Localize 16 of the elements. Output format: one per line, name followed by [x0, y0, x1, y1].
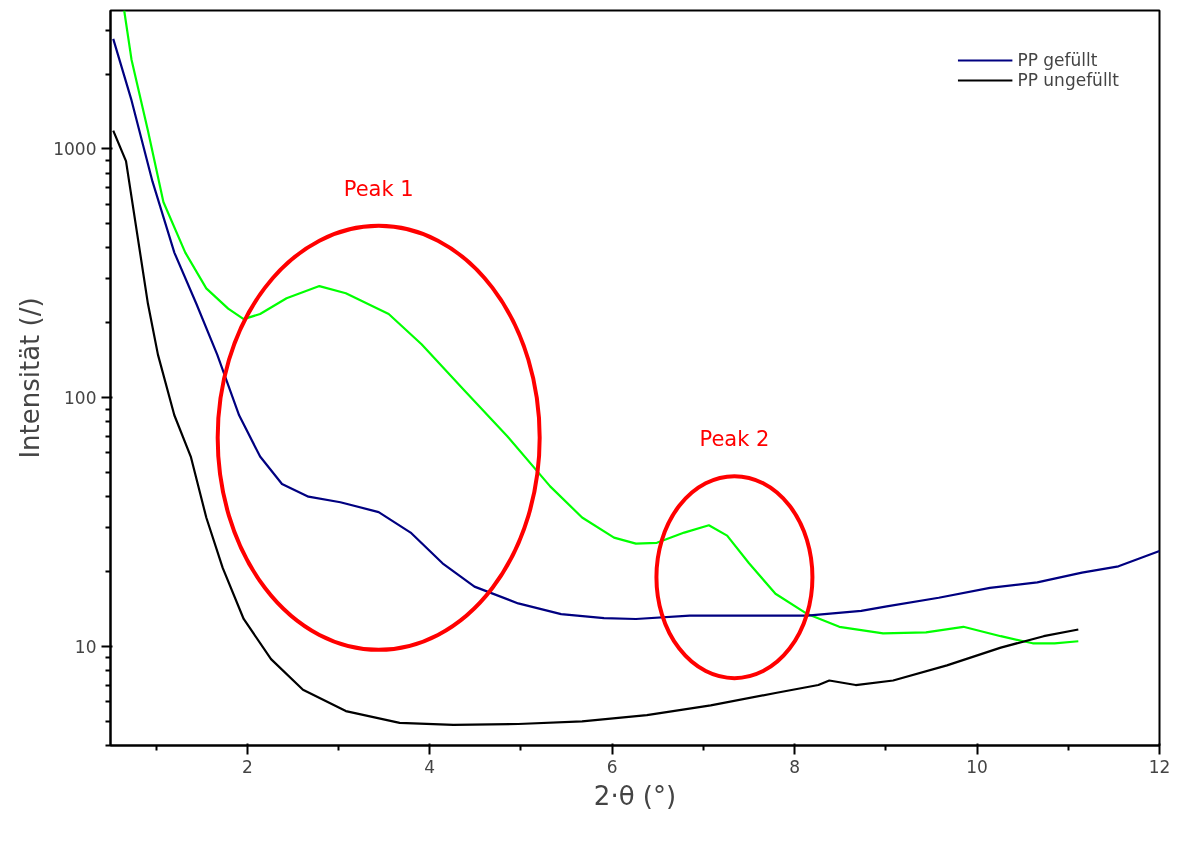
y-tick-label: 10	[74, 636, 97, 657]
x-tick-label: 4	[424, 756, 436, 777]
y-axis-title: Intensität (/)	[15, 297, 46, 459]
x-axis-title: 2·θ (°)	[593, 780, 677, 811]
y-tick-label: 100	[64, 388, 97, 409]
y-tick-label: 1000	[53, 139, 97, 160]
annotation: Peak 1	[343, 176, 414, 201]
x-tick-label: 2	[241, 756, 253, 777]
legend-label: PP ungefüllt	[1017, 70, 1119, 90]
x-tick-label: 12	[1148, 756, 1171, 777]
x-tick-label: 8	[789, 756, 801, 777]
x-tick-label: 6	[606, 756, 618, 777]
x-tick-label: 10	[966, 756, 988, 777]
legend-label: PP gefüllt	[1017, 50, 1098, 70]
line-series	[112, 37, 1160, 621]
annotation: Peak 2	[699, 427, 770, 452]
